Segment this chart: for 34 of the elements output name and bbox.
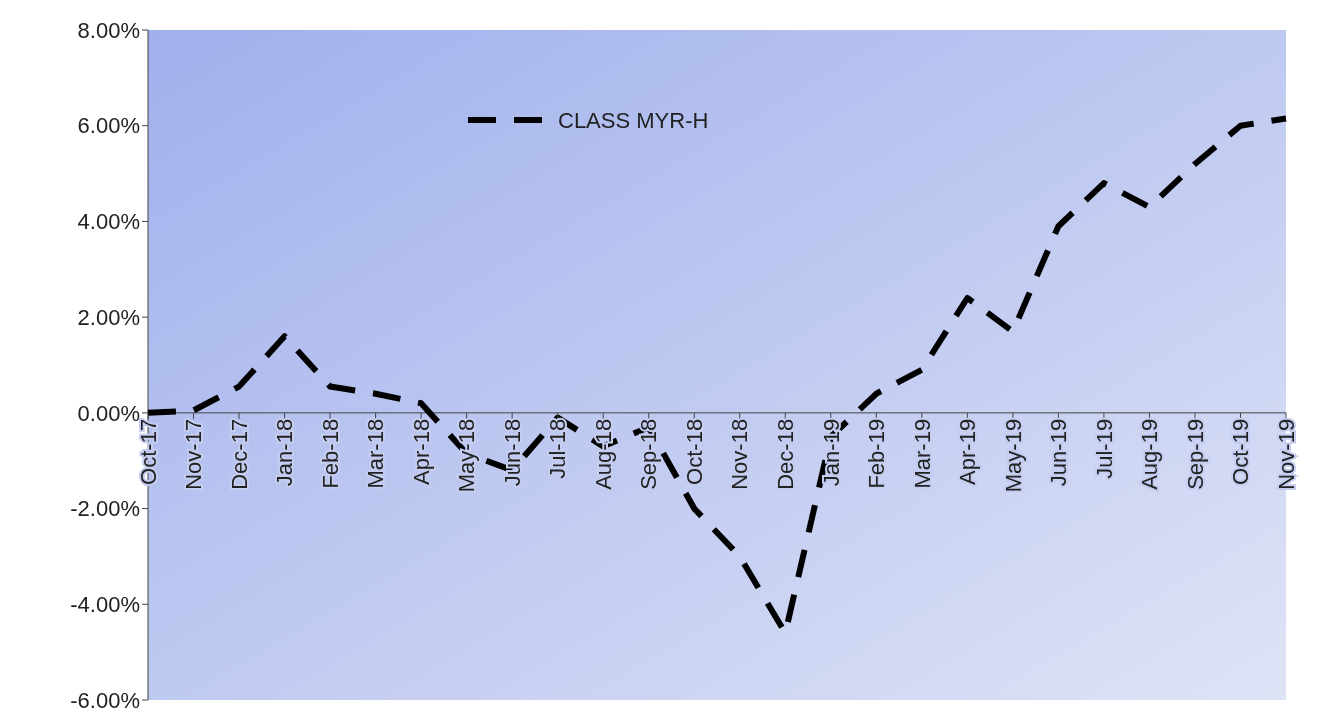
- x-tick-label: Jul-18: [545, 418, 571, 479]
- y-tick-label: 0.00%: [77, 400, 140, 426]
- x-tick-label: Aug-18: [590, 418, 616, 490]
- x-tick-label: Nov-19: [1273, 418, 1299, 490]
- y-tick-label: 4.00%: [77, 209, 140, 235]
- x-tick-label: Nov-17: [181, 418, 207, 490]
- x-tick-label: Apr-18: [408, 418, 434, 485]
- y-tick-label: -4.00%: [70, 591, 140, 617]
- y-tick-label: 6.00%: [77, 113, 140, 139]
- y-tick-label: 2.00%: [77, 304, 140, 330]
- x-tick-label: Jan-18: [272, 418, 298, 487]
- x-tick-label: Jun-19: [1046, 418, 1072, 487]
- x-tick-label: Aug-19: [1137, 418, 1163, 490]
- x-tick-label: Feb-18: [317, 418, 343, 489]
- x-tick-label: Dec-17: [226, 418, 252, 490]
- x-tick-label: Apr-19: [955, 418, 981, 485]
- x-tick-label: Sep-19: [1182, 418, 1208, 490]
- x-tick-label: Jan-19: [818, 418, 844, 487]
- y-tick-label: 8.00%: [77, 17, 140, 43]
- x-tick-label: Dec-18: [772, 418, 798, 490]
- x-tick-label: Oct-18: [681, 418, 707, 485]
- x-tick-label: Jul-19: [1091, 418, 1117, 479]
- x-tick-label: Mar-19: [909, 418, 935, 489]
- y-tick-label: -2.00%: [70, 496, 140, 522]
- x-tick-label: May-18: [454, 418, 480, 493]
- x-tick-label: Sep-18: [636, 418, 662, 490]
- x-tick-label: Nov-18: [727, 418, 753, 490]
- x-tick-label: Oct-19: [1228, 418, 1254, 485]
- x-tick-label: Jun-18: [499, 418, 525, 487]
- x-tick-label: Mar-18: [363, 418, 389, 489]
- x-tick-label: May-19: [1000, 418, 1026, 493]
- y-tick-label: -6.00%: [70, 687, 140, 713]
- x-tick-label: Feb-19: [864, 418, 890, 489]
- legend-label: CLASS MYR-H: [558, 107, 709, 133]
